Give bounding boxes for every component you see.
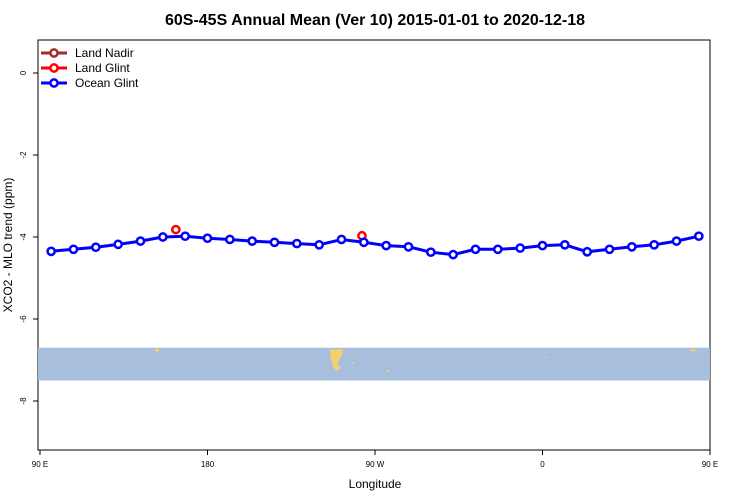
y-axis-label: XCO2 - MLO trend (ppm) [1,178,15,313]
legend-item: Ocean Glint [41,76,139,90]
data-point [171,224,181,235]
legend-item: Land Glint [41,61,130,75]
x-axis: 90 E 180 90 W 0 90 E [32,450,718,469]
x-tick-label: 0 [540,460,545,469]
data-point [381,240,392,251]
data-point [157,232,168,242]
x-tick-label: 180 [201,460,215,469]
data-point [336,234,347,245]
land-island [545,356,547,358]
data-point [492,244,503,255]
legend-swatch-marker [49,78,59,88]
legend-swatch-marker [49,48,59,58]
data-point [582,246,593,257]
ocean-glint-line [51,234,700,257]
data-point [425,247,436,258]
legend-swatch-marker [49,63,59,73]
legend-label: Ocean Glint [75,76,139,90]
land-map-shapes [154,349,697,373]
data-point [46,246,57,257]
data-point [693,231,704,242]
data-point [515,243,526,253]
data-point [291,238,302,249]
data-point [626,241,637,252]
land-island [352,362,354,364]
data-point [247,236,258,246]
x-axis-label: Longitude [349,477,402,491]
data-point [180,231,191,242]
x-tick-label: 90 W [366,460,385,469]
data-point [269,237,280,248]
ocean-map-band [38,347,710,381]
data-point [314,239,325,250]
data-point [90,242,101,253]
data-point [470,244,481,255]
y-tick-label: -2 [19,151,28,159]
land-patagonia [330,349,343,371]
land-new-zealand-right [690,349,697,352]
legend-label: Land Glint [75,61,130,75]
data-point [403,241,414,252]
y-tick-label: -6 [19,315,28,323]
y-axis: 0 -2 -4 -6 -8 [19,70,38,405]
y-tick-label: -4 [19,233,28,241]
land-island [386,369,390,373]
data-point [113,239,124,250]
plot-frame [37,39,711,451]
land-new-zealand [154,349,160,352]
data-point [224,234,235,245]
data-point [358,237,369,248]
series-layer [46,224,704,260]
legend-label: Land Nadir [75,46,134,60]
data-point [537,240,548,251]
y-tick-label: 0 [19,70,28,75]
data-point [202,233,213,244]
data-point [135,236,146,246]
data-point [68,244,79,255]
data-point [671,236,682,246]
series-ocean-glint [46,231,704,260]
data-point [448,249,459,260]
y-tick-label: -8 [19,397,28,405]
x-tick-label: 90 E [702,460,718,469]
chart-title: 60S-45S Annual Mean (Ver 10) 2015-01-01 … [165,12,585,29]
data-point [559,239,570,250]
legend-item: Land Nadir [41,46,134,60]
data-point [604,244,615,255]
x-tick-label: 90 E [32,460,48,469]
data-point [649,239,660,250]
